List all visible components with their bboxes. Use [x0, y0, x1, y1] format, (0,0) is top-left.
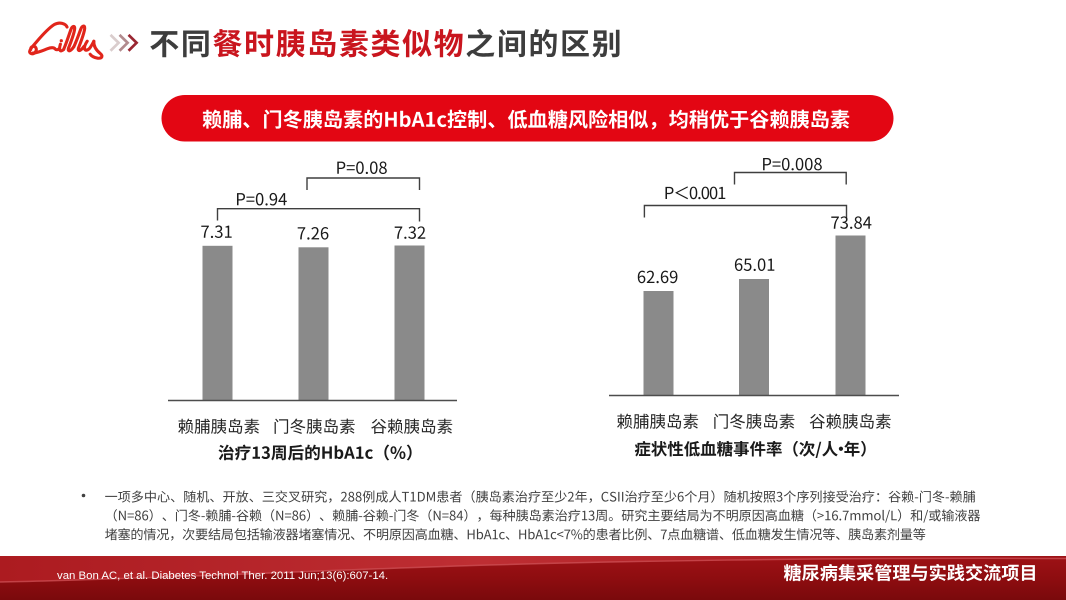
svg-text:van Bon AC, et al. Diabetes Te: van Bon AC, et al. Diabetes Technol Ther… [57, 570, 388, 582]
